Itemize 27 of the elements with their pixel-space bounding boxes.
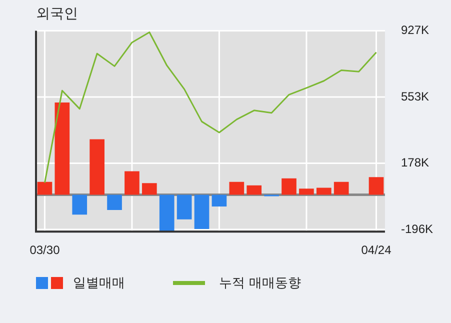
- bar: [194, 194, 210, 229]
- bar: [299, 188, 314, 195]
- x-tick-label: 04/24: [361, 243, 392, 258]
- bar: [368, 177, 384, 195]
- bar: [176, 194, 192, 220]
- bar: [54, 102, 70, 195]
- bar: [212, 194, 227, 206]
- y-tick-label: 927K: [400, 23, 430, 38]
- y-tick-label: 178K: [400, 156, 430, 170]
- bar: [282, 178, 296, 195]
- y-tick-label: -196K: [400, 222, 434, 236]
- bar: [124, 171, 140, 195]
- bar: [159, 194, 174, 232]
- legend-label: 일별매매: [73, 275, 125, 292]
- bar: [334, 182, 349, 195]
- bar: [90, 139, 104, 195]
- bar: [72, 194, 88, 215]
- bar: [246, 185, 262, 195]
- chart-title: 외국인: [36, 6, 78, 22]
- x-tick-label: 03/30: [30, 243, 60, 258]
- legend-label: 누적 매매동향: [219, 275, 302, 292]
- bar: [229, 182, 244, 195]
- bar: [316, 188, 332, 195]
- bar: [37, 182, 52, 195]
- bar: [142, 183, 157, 195]
- bar: [107, 194, 122, 210]
- y-tick-label: 553K: [400, 89, 430, 104]
